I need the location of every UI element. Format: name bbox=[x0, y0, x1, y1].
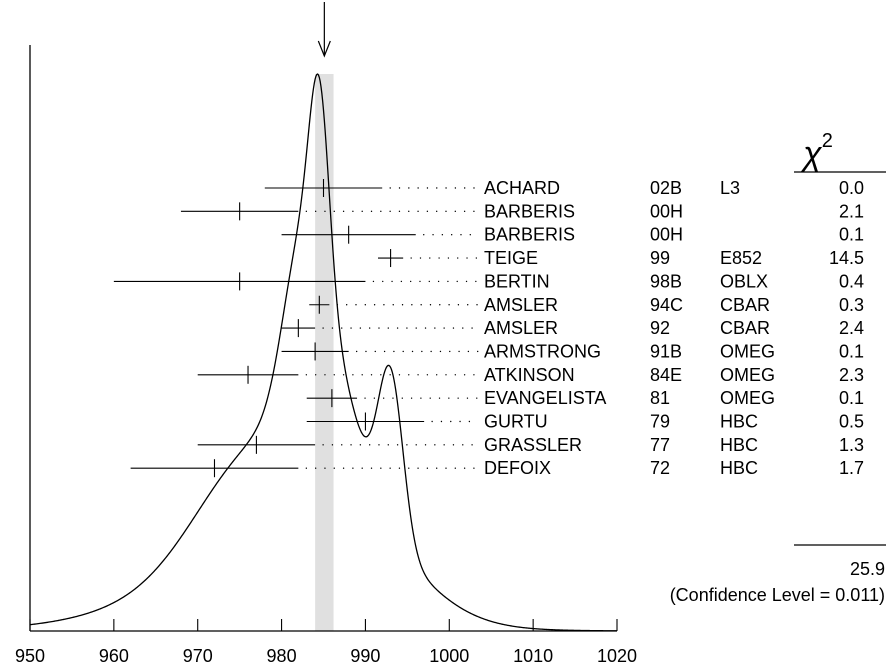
measurement-year: 72 bbox=[650, 458, 670, 478]
measurement-author: ACHARD bbox=[484, 178, 560, 198]
measurement-technique: L3 bbox=[720, 178, 740, 198]
measurement-author: BERTIN bbox=[484, 271, 550, 291]
measurement-author: ARMSTRONG bbox=[484, 341, 601, 361]
measurement-technique: E852 bbox=[720, 248, 762, 268]
x-tick-label: 1020 bbox=[597, 646, 637, 666]
measurement-year: 91B bbox=[650, 341, 682, 361]
chi2-header: χ2 bbox=[794, 130, 886, 173]
x-tick-label: 1000 bbox=[429, 646, 469, 666]
measurement-author: BARBERIS bbox=[484, 201, 575, 221]
measurement-row bbox=[264, 179, 479, 197]
x-tick-labels: 950 960 970 980 990 1000 1010 1020 bbox=[15, 646, 637, 666]
measurement-author: AMSLER bbox=[484, 295, 558, 315]
measurement-author: BARBERIS bbox=[484, 225, 575, 245]
measurement-row bbox=[309, 295, 479, 314]
measurement-technique: HBC bbox=[720, 435, 758, 455]
measurement-chi2: 14.5 bbox=[829, 248, 864, 268]
measurement-author: GRASSLER bbox=[484, 435, 582, 455]
chi2-exponent: 2 bbox=[822, 130, 833, 152]
measurement-year: 84E bbox=[650, 365, 682, 385]
measurement-technique: CBAR bbox=[720, 318, 770, 338]
measurement-year: 00H bbox=[650, 225, 683, 245]
measurement-row bbox=[306, 412, 479, 431]
x-tick-label: 970 bbox=[183, 646, 213, 666]
measurement-author: TEIGE bbox=[484, 248, 538, 268]
measurement-labels: ACHARD 02B L3 0.0 BARBERIS 00H 2.1 BARBERIS 00H 0… bbox=[484, 178, 864, 478]
measurement-technique: HBC bbox=[720, 458, 758, 478]
chi2-total: 25.9 bbox=[850, 559, 885, 579]
measurement-row bbox=[281, 342, 479, 361]
measurement-author: GURTU bbox=[484, 412, 548, 432]
measurement-chi2: 2.1 bbox=[839, 201, 864, 221]
measurement-chi2: 1.7 bbox=[839, 458, 864, 478]
measurement-year: 02B bbox=[650, 178, 682, 198]
error-bars bbox=[113, 179, 479, 478]
measurement-technique: HBC bbox=[720, 412, 758, 432]
measurement-chi2: 2.4 bbox=[839, 318, 864, 338]
measurement-chi2: 0.5 bbox=[839, 412, 864, 432]
x-tick-label: 980 bbox=[267, 646, 297, 666]
measurement-author: EVANGELISTA bbox=[484, 388, 606, 408]
weighted-average-arrow bbox=[317, 2, 331, 58]
measurement-row bbox=[281, 319, 479, 338]
measurement-author: AMSLER bbox=[484, 318, 558, 338]
measurement-chi2: 0.1 bbox=[839, 341, 864, 361]
arrow-head bbox=[317, 40, 331, 58]
x-tick-label: 960 bbox=[99, 646, 129, 666]
measurement-row bbox=[113, 272, 479, 291]
measurement-row bbox=[197, 435, 479, 454]
chi2-symbol: χ2 bbox=[800, 130, 833, 173]
measurement-row bbox=[306, 389, 479, 408]
measurement-row bbox=[197, 365, 479, 384]
x-tick-label: 950 bbox=[15, 646, 45, 666]
measurement-technique: OMEG bbox=[720, 341, 775, 361]
measurement-row bbox=[180, 202, 479, 221]
measurement-author: DEFOIX bbox=[484, 458, 551, 478]
x-tick-label: 990 bbox=[350, 646, 380, 666]
confidence-level: (Confidence Level = 0.011) bbox=[670, 585, 885, 605]
x-ticks bbox=[29, 619, 618, 631]
measurement-chi2: 0.3 bbox=[839, 295, 864, 315]
x-tick-label: 1010 bbox=[513, 646, 553, 666]
measurement-chi2: 0.0 bbox=[839, 178, 864, 198]
measurement-year: 81 bbox=[650, 388, 670, 408]
measurement-year: 92 bbox=[650, 318, 670, 338]
measurement-author: ATKINSON bbox=[484, 365, 575, 385]
measurement-chi2: 0.4 bbox=[839, 271, 864, 291]
measurement-year: 94C bbox=[650, 295, 683, 315]
measurement-technique: OMEG bbox=[720, 365, 775, 385]
measurement-chi2: 0.1 bbox=[839, 225, 864, 245]
measurement-row bbox=[281, 225, 479, 244]
measurement-technique: OMEG bbox=[720, 388, 775, 408]
measurement-row bbox=[130, 459, 479, 478]
ideogram-curve bbox=[29, 73, 617, 632]
measurement-chi2: 2.3 bbox=[839, 365, 864, 385]
measurement-technique: OBLX bbox=[720, 271, 768, 291]
measurement-chi2: 1.3 bbox=[839, 435, 864, 455]
measurement-year: 99 bbox=[650, 248, 670, 268]
measurement-year: 79 bbox=[650, 412, 670, 432]
measurement-technique: CBAR bbox=[720, 295, 770, 315]
measurement-row bbox=[378, 249, 479, 268]
measurement-year: 98B bbox=[650, 271, 682, 291]
measurement-year: 00H bbox=[650, 201, 683, 221]
average-band bbox=[315, 74, 334, 631]
measurement-year: 77 bbox=[650, 435, 670, 455]
measurement-chi2: 0.1 bbox=[839, 388, 864, 408]
